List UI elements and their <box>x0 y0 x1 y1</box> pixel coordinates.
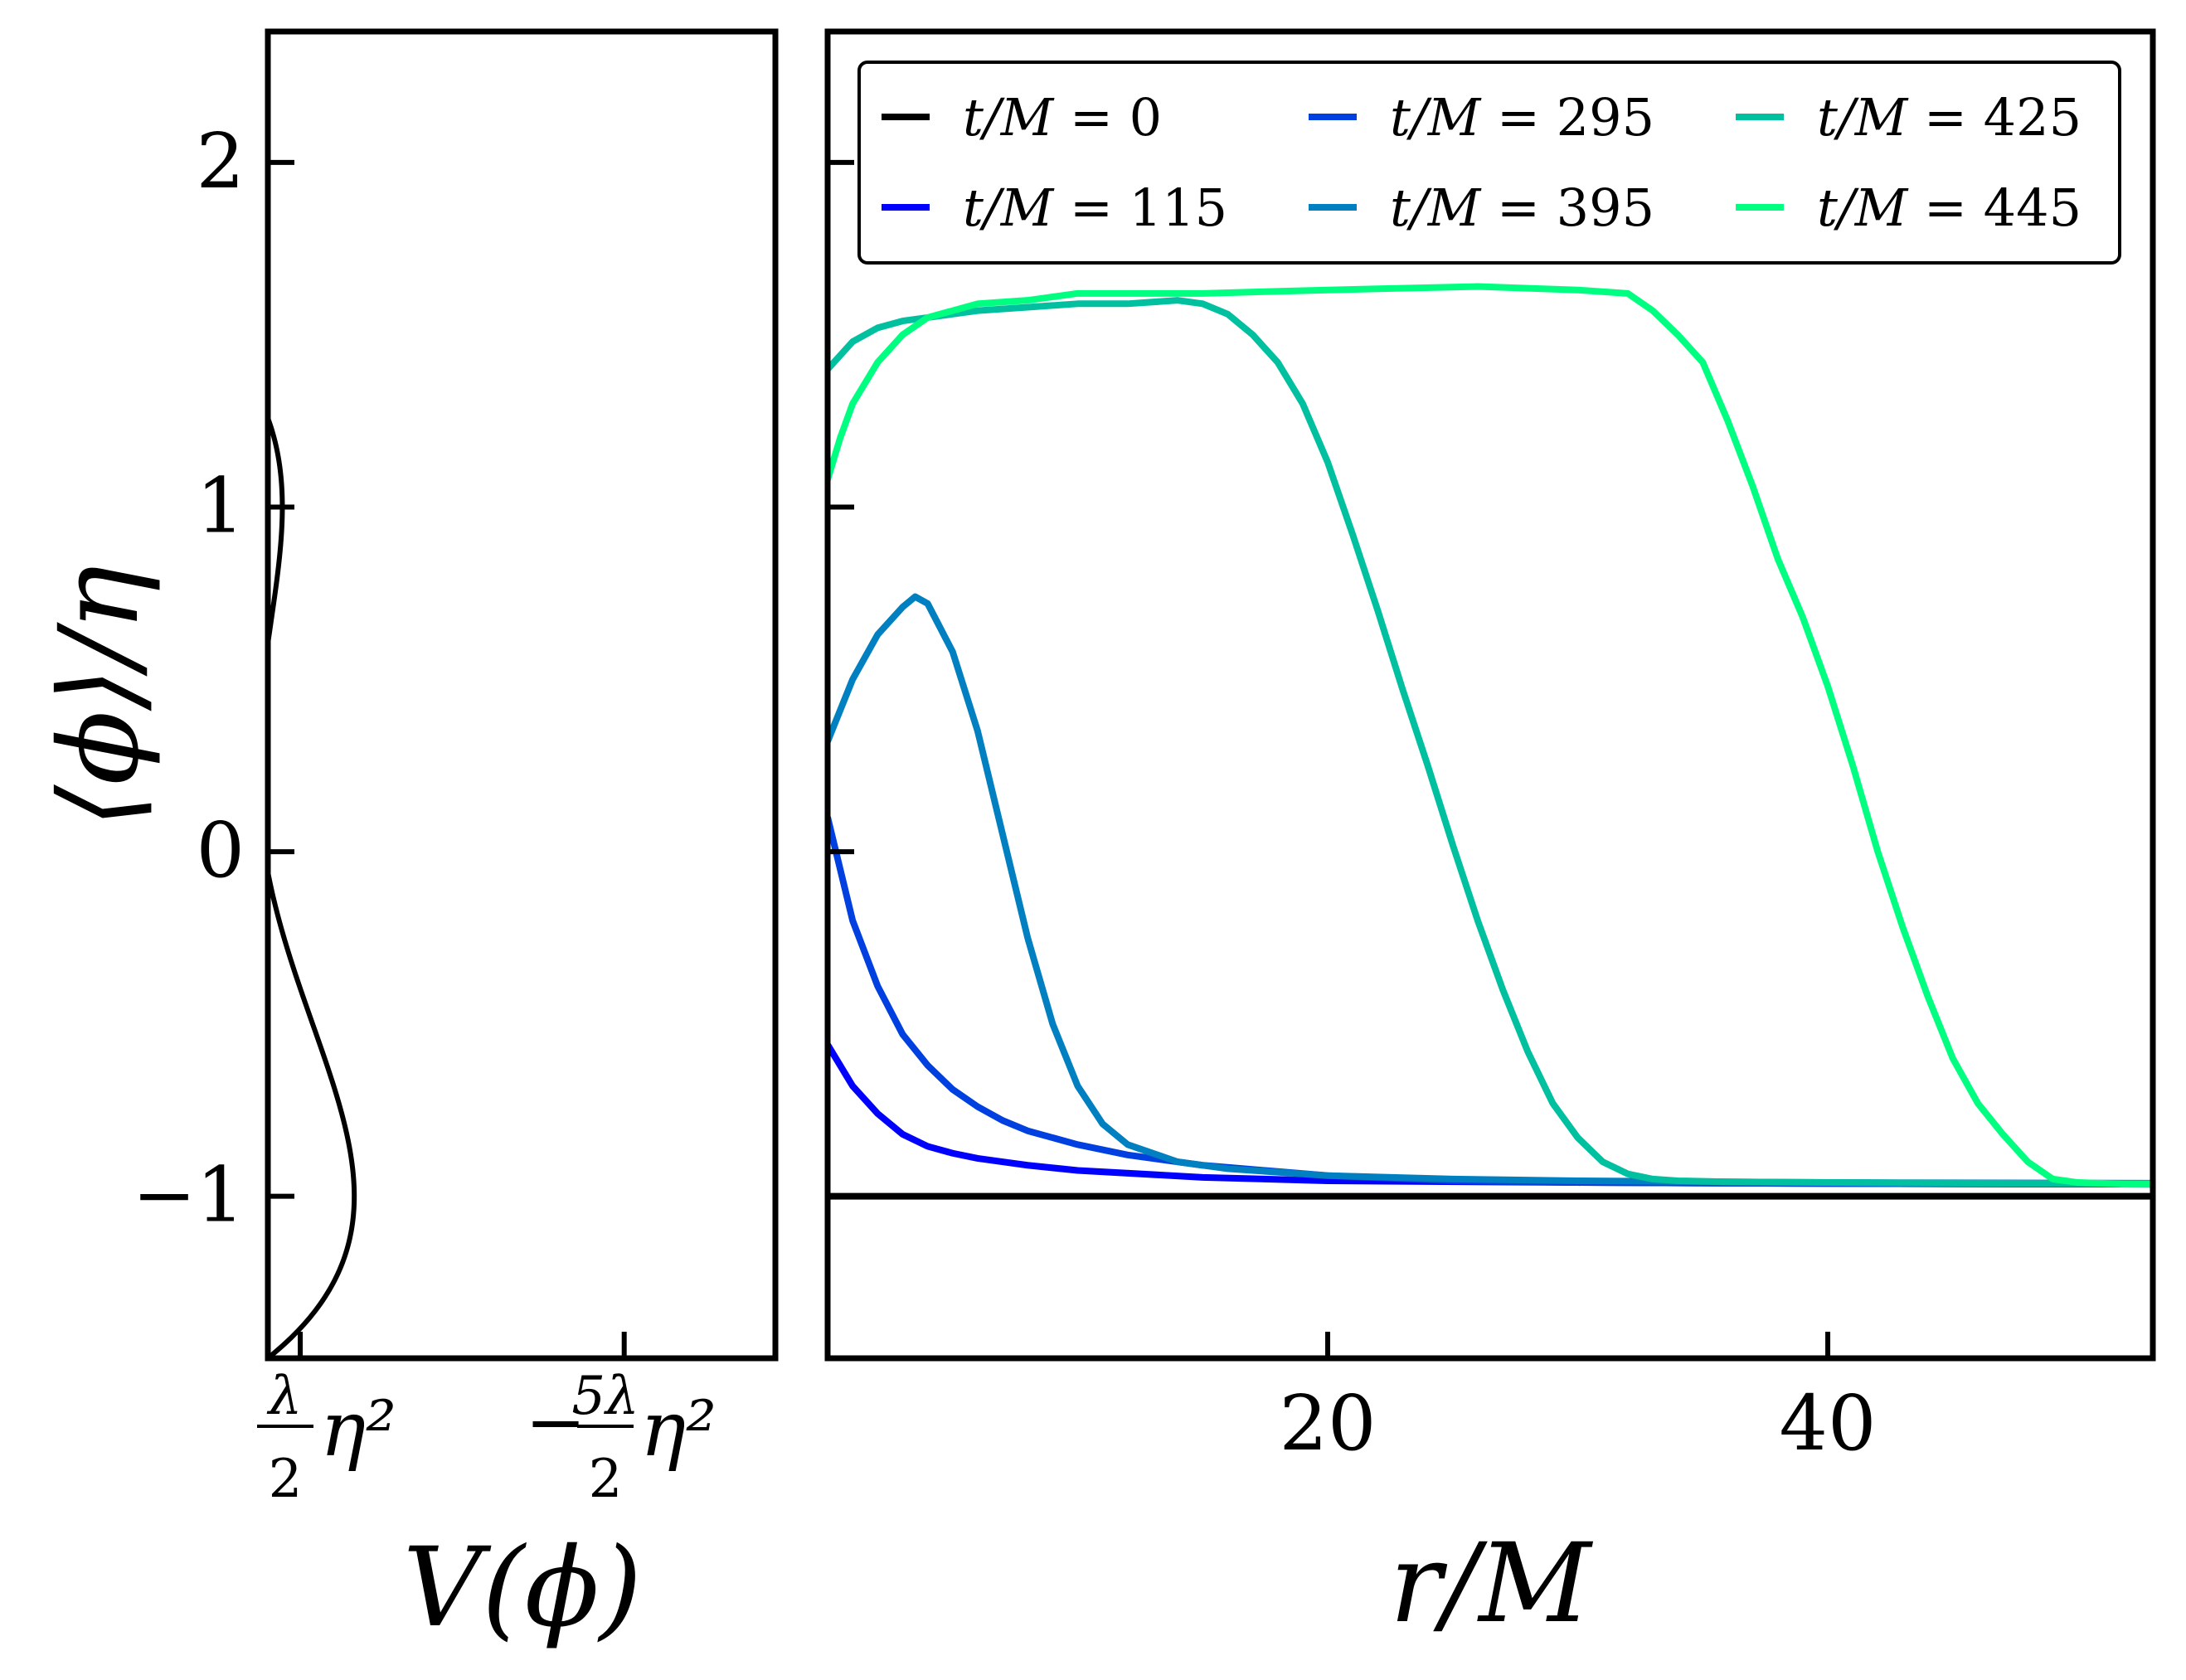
legend-label-rhs: 445 <box>1984 177 2082 238</box>
legend-label-eq: = <box>1480 87 1556 148</box>
legend-label-rhs: 295 <box>1557 87 1654 148</box>
legend-item: t/M = 115 <box>882 177 1227 238</box>
left-ytick-label: 2 <box>196 117 245 206</box>
xtick-label-sign: − <box>525 1379 586 1464</box>
series-line-395 <box>828 593 2153 1187</box>
legend-item: t/M = 295 <box>1309 87 1654 148</box>
legend-item: t/M = 395 <box>1309 177 1654 238</box>
legend-label-lhs: t/M <box>1390 87 1482 148</box>
xtick-label-numerator: 5λ <box>571 1366 639 1427</box>
xtick-label-denominator: 2 <box>269 1449 303 1510</box>
xtick-label-numerator: λ <box>266 1366 303 1427</box>
potential-curve <box>268 410 357 1358</box>
legend-label-lhs: t/M <box>1817 87 1909 148</box>
right-xtick-label: 20 <box>1279 1379 1376 1468</box>
right-frame <box>824 28 2156 1362</box>
legend-item: t/M = 445 <box>1736 177 2082 238</box>
xtick-label-denominator: 2 <box>589 1449 623 1510</box>
legend-label-rhs: 0 <box>1129 87 1162 148</box>
series-line-425 <box>828 297 2153 1187</box>
legend-label: t/M = 395 <box>1390 177 1654 238</box>
left-xlabel: V(ϕ) <box>403 1524 642 1652</box>
legend-label-lhs: t/M <box>963 177 1055 238</box>
legend-frame <box>857 61 2121 265</box>
legend-label-eq: = <box>1053 177 1129 238</box>
legend-label-eq: = <box>1907 177 1983 238</box>
left-ylabel: ⟨ϕ⟩/η <box>36 566 163 828</box>
left-ytick-label: 0 <box>196 806 245 895</box>
left-xtick-label: −5λ 2 η² <box>525 1366 717 1510</box>
right-xtick-label: 40 <box>1779 1379 1876 1468</box>
legend-label: t/M = 115 <box>963 177 1227 238</box>
left-ytick-label: 1 <box>196 462 245 551</box>
legend-label-lhs: t/M <box>1390 177 1482 238</box>
xtick-label-rest: η² <box>640 1385 717 1474</box>
left-ytick-label: −1 <box>132 1151 245 1240</box>
legend-label-eq: = <box>1053 87 1129 148</box>
series-line-445 <box>828 283 2153 1188</box>
left-frame <box>265 28 779 1362</box>
legend-label-rhs: 425 <box>1984 87 2082 148</box>
legend-label: t/M = 445 <box>1817 177 2082 238</box>
legend-label-lhs: t/M <box>963 87 1055 148</box>
legend-label-eq: = <box>1907 87 1983 148</box>
legend-label: t/M = 0 <box>963 87 1162 148</box>
legend-label: t/M = 295 <box>1390 87 1654 148</box>
legend-item: t/M = 425 <box>1736 87 2082 148</box>
legend-label-rhs: 395 <box>1557 177 1654 238</box>
legend-label-eq: = <box>1480 177 1556 238</box>
legend-label-lhs: t/M <box>1817 177 1909 238</box>
legend-item: t/M = 0 <box>882 87 1162 148</box>
xtick-label-rest: η² <box>320 1385 396 1474</box>
legend-label: t/M = 425 <box>1817 87 2082 148</box>
legend-label-rhs: 115 <box>1129 177 1227 238</box>
right-xlabel: r/M <box>1390 1520 1594 1648</box>
series-line-295 <box>828 816 2153 1188</box>
left-xtick-label: λ 2 η² <box>257 1366 396 1510</box>
